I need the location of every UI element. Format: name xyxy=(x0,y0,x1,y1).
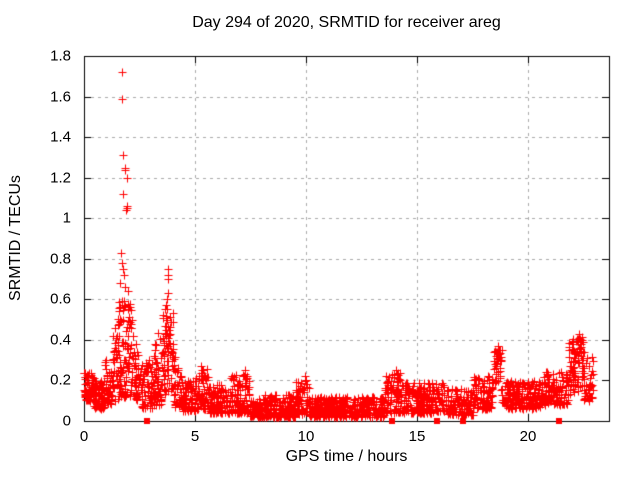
y-tick-label: 0 xyxy=(62,412,71,430)
y-axis-label: SRMTID / TECUs xyxy=(7,175,24,301)
chart-title: Day 294 of 2020, SRMTID for receiver are… xyxy=(192,14,501,31)
x-tick-label: 10 xyxy=(297,428,315,445)
y-tick-label: 0.6 xyxy=(50,290,71,308)
x-tick-label: 20 xyxy=(519,428,537,445)
y-tick-label: 0.8 xyxy=(50,250,71,268)
x-tick-label: 5 xyxy=(190,428,200,445)
y-tick-label: 1.8 xyxy=(50,47,71,65)
x-axis-label: GPS time / hours xyxy=(285,448,408,465)
y-tick-label: 0.4 xyxy=(50,331,71,349)
x-tick-label: 15 xyxy=(408,428,426,445)
x-tick-label: 0 xyxy=(79,428,89,445)
y-tick-label: 1.6 xyxy=(50,88,71,106)
y-tick-label: 1 xyxy=(62,209,71,227)
y-tick-label: 0.2 xyxy=(50,371,71,389)
y-tick-label: 1.4 xyxy=(50,128,71,146)
y-tick-label: 1.2 xyxy=(50,169,71,187)
